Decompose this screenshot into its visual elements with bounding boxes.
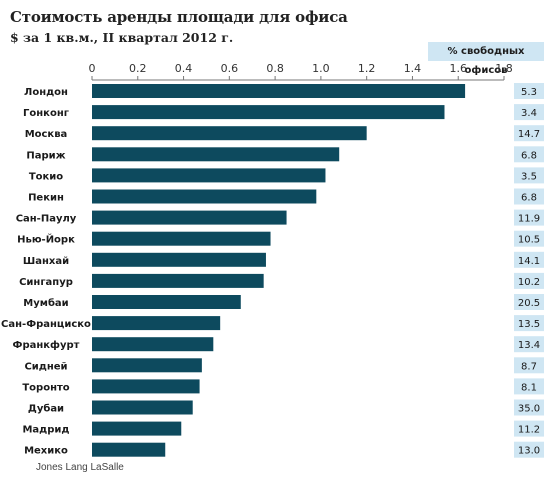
- vacancy-value: 11.9: [518, 214, 540, 225]
- vacancy-column-header: % свободных офисов: [428, 42, 544, 76]
- bar: [92, 273, 264, 288]
- vacancy-cell: [514, 167, 544, 184]
- x-tick-label: 1.0: [312, 62, 330, 75]
- category-label: Дубаи: [28, 403, 64, 415]
- x-tick-label: 0.6: [221, 62, 239, 75]
- category-label: Мехико: [24, 446, 68, 457]
- vacancy-cell: [514, 399, 544, 416]
- vacancy-cell: [514, 83, 544, 99]
- bar: [92, 126, 367, 141]
- vacancy-cell: [514, 209, 544, 226]
- category-label: Москва: [25, 129, 68, 140]
- vacancy-cell: [514, 188, 544, 205]
- bar: [92, 231, 271, 246]
- category-label: Токио: [29, 171, 63, 182]
- vacancy-value: 13.5: [518, 319, 540, 330]
- category-label: Франкфурт: [13, 339, 80, 351]
- category-label: Торонто: [22, 382, 69, 393]
- category-label: Пекин: [28, 193, 64, 204]
- vacancy-value: 8.7: [521, 361, 537, 372]
- vacancy-value: 14.7: [518, 129, 540, 140]
- vacancy-cell: [514, 336, 544, 353]
- x-tick-label: 0.4: [175, 62, 193, 75]
- vacancy-cell: [514, 315, 544, 332]
- category-label: Париж: [26, 150, 65, 161]
- category-label: Лондон: [24, 87, 68, 98]
- vacancy-value: 14.1: [518, 256, 540, 267]
- category-label: Сингапур: [19, 277, 73, 288]
- category-label: Шанхай: [23, 256, 69, 267]
- vacancy-value: 13.0: [518, 446, 540, 457]
- vacancy-value: 6.8: [521, 150, 537, 161]
- bar: [92, 210, 287, 225]
- chart-title: Стоимость аренды площади для офиса: [10, 8, 348, 26]
- vacancy-cell: [514, 272, 544, 289]
- bar: [92, 400, 193, 415]
- x-tick-label: 0: [89, 62, 96, 75]
- vacancy-cell: [514, 420, 544, 437]
- vacancy-cell: [514, 125, 544, 142]
- bar: [92, 105, 445, 120]
- bar: [92, 84, 466, 98]
- bar: [92, 147, 340, 162]
- category-label: Мумбаи: [23, 297, 68, 309]
- vacancy-value: 35.0: [518, 404, 540, 415]
- x-tick-label: 1.2: [358, 62, 376, 75]
- chart-subtitle: $ за 1 кв.м., II квартал 2012 г.: [10, 30, 234, 45]
- vacancy-value: 10.5: [518, 235, 540, 246]
- x-tick-label: 1.6: [449, 62, 467, 75]
- source-note: Jones Lang LaSalle: [36, 462, 124, 473]
- category-label: Сан-Франциско: [1, 319, 91, 330]
- x-tick-label: 1.4: [404, 62, 422, 75]
- bar: [92, 421, 182, 436]
- vacancy-value: 11.2: [518, 425, 540, 436]
- vacancy-cell: [514, 104, 544, 121]
- vacancy-value: 5.3: [521, 87, 537, 98]
- bar: [92, 295, 241, 309]
- category-label: Сан-Паулу: [16, 214, 77, 225]
- x-tick-label: 0.2: [129, 62, 147, 75]
- category-label: Нью-Йорк: [17, 233, 75, 246]
- vacancy-value: 20.5: [518, 298, 540, 309]
- bar: [92, 168, 326, 183]
- vacancy-value: 3.4: [521, 108, 537, 119]
- vacancy-cell: [514, 378, 544, 395]
- x-tick-label: 1.8: [495, 62, 513, 75]
- bar: [92, 379, 200, 394]
- bar: [92, 252, 266, 267]
- category-label: Мадрид: [22, 425, 69, 436]
- vacancy-value: 8.1: [521, 382, 537, 393]
- category-label: Сидней: [24, 361, 67, 372]
- bar: [92, 316, 221, 331]
- bar: [92, 442, 166, 457]
- vacancy-value: 3.5: [521, 171, 537, 182]
- vacancy-cell: [514, 251, 544, 268]
- category-label: Гонконг: [23, 108, 69, 119]
- vacancy-cell: [514, 357, 544, 374]
- bar: [92, 358, 202, 373]
- vacancy-cell: [514, 294, 544, 310]
- vacancy-value: 6.8: [521, 193, 537, 204]
- x-tick-label: 0.8: [266, 62, 284, 75]
- vacancy-value: 13.4: [518, 340, 540, 351]
- vacancy-value: 10.2: [518, 277, 540, 288]
- vacancy-cell: [514, 230, 544, 247]
- bar: [92, 337, 214, 352]
- vacancy-cell: [514, 146, 544, 163]
- vacancy-cell: [514, 441, 544, 458]
- bar: [92, 189, 317, 204]
